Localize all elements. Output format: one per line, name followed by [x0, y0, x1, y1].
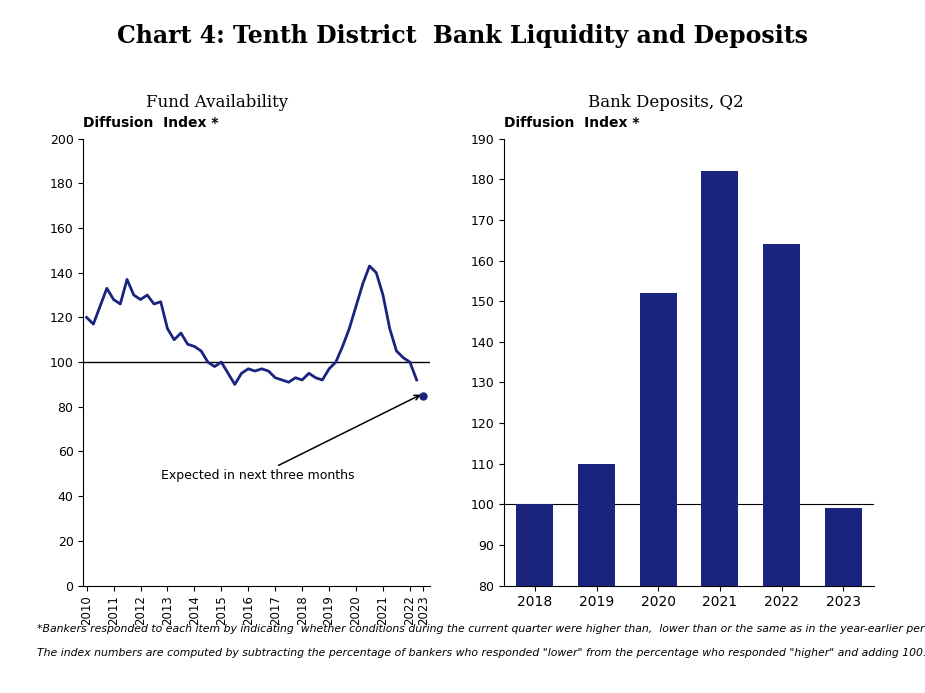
Bar	[825, 509, 862, 693]
Text: Diffusion  Index *: Diffusion Index *	[83, 116, 218, 130]
Text: Expected in next three months: Expected in next three months	[161, 396, 419, 482]
Text: *Bankers responded to each item by indicating  whether conditions during the cur: *Bankers responded to each item by indic…	[37, 624, 925, 633]
Text: Fund Availability: Fund Availability	[146, 94, 289, 111]
Bar	[763, 244, 800, 693]
Text: The index numbers are computed by subtracting the percentage of bankers who resp: The index numbers are computed by subtra…	[37, 648, 925, 658]
Bar	[516, 505, 553, 693]
Text: Chart 4: Tenth District  Bank Liquidity and Deposits: Chart 4: Tenth District Bank Liquidity a…	[117, 24, 808, 49]
Bar	[578, 464, 615, 693]
Bar	[640, 293, 677, 693]
Text: Bank Deposits, Q2: Bank Deposits, Q2	[588, 94, 744, 111]
Text: Diffusion  Index *: Diffusion Index *	[504, 116, 639, 130]
Bar	[701, 171, 738, 693]
